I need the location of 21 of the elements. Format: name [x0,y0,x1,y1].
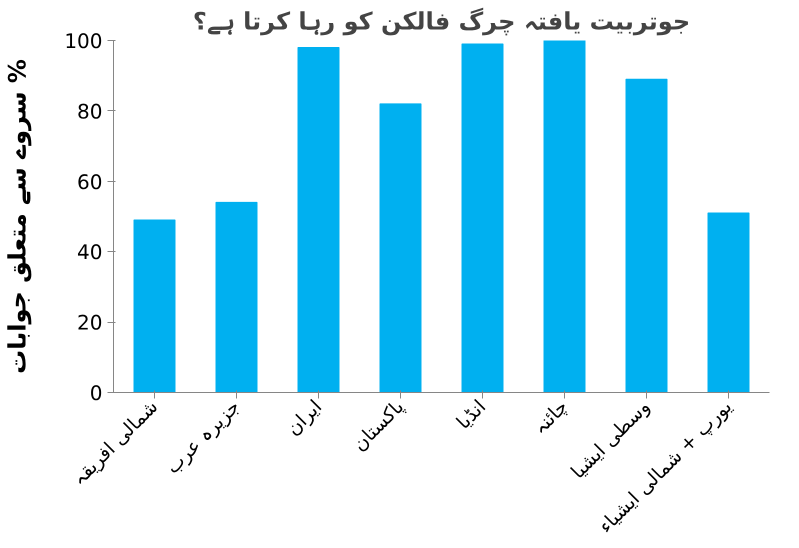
x-tick-label: پاکستان [348,396,408,456]
y-tick-label: 0 [90,381,103,405]
x-tick-label: جزیرہ عرب [162,396,244,478]
bar [134,220,176,392]
y-tick-label: 80 [77,99,103,124]
chart-title: جوتربیت یافتہ چرگ فالکن کو رہا کرتا ہے؟ [192,8,690,36]
bar [216,202,258,392]
y-tick-label: 40 [77,240,103,264]
y-tick-label: 100 [64,29,103,53]
bar [380,103,422,392]
y-tick-label: 60 [77,170,103,194]
bar [544,40,586,392]
bar [298,47,340,392]
bar [626,78,668,392]
x-tick-label: چائنہ [528,396,572,440]
x-tick-label: انڈیا [452,396,490,434]
bar [708,212,750,392]
bar [462,44,504,392]
x-tick-label: ایران [282,396,326,440]
y-tick-label: 20 [77,310,103,335]
y-axis-title: سروے سے متعلق جوابات % [3,59,32,374]
